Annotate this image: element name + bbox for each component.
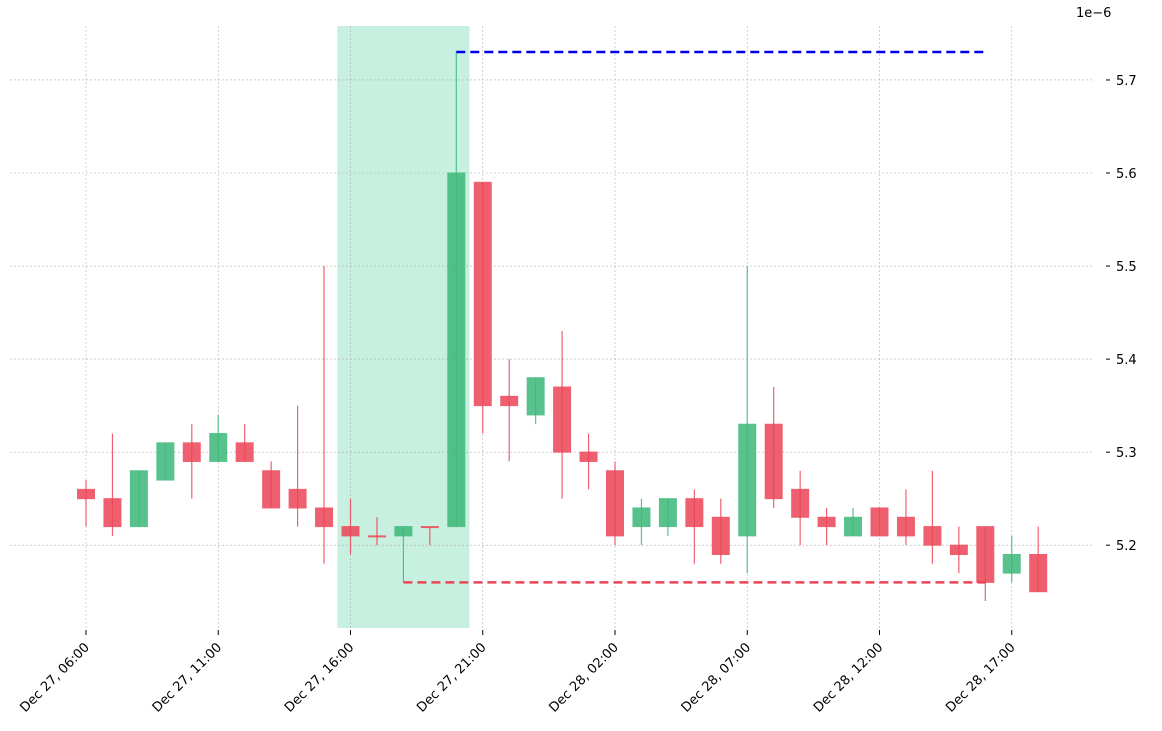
candle-body	[817, 516, 836, 528]
candle-body	[526, 377, 545, 416]
candle-body	[844, 516, 863, 537]
x-tick-label: Dec 28, 07:00	[679, 640, 754, 715]
candle-body	[156, 442, 175, 481]
y-tick-label: 5.4	[1116, 353, 1137, 368]
x-tick-label: Dec 28, 02:00	[546, 640, 621, 715]
candle-body	[209, 433, 228, 462]
candle-body	[103, 498, 122, 528]
x-tick-label: Dec 27, 16:00	[282, 640, 357, 715]
candle-body	[553, 386, 572, 453]
candle-body	[262, 470, 281, 509]
candle-body	[500, 395, 519, 407]
candle-body	[288, 488, 307, 509]
candle-body	[182, 442, 201, 462]
candle-body	[606, 470, 624, 537]
candle-body	[1029, 553, 1048, 593]
y-tick-label: 5.3	[1116, 446, 1137, 461]
y-tick-label: 5.6	[1116, 167, 1137, 182]
candle-body	[896, 516, 915, 537]
candle-body	[1002, 553, 1021, 574]
candle-body	[738, 423, 757, 537]
candle-body	[235, 442, 254, 462]
candle-body	[764, 423, 783, 500]
y-tick-label: 5.2	[1116, 539, 1137, 554]
candle-body	[341, 526, 360, 537]
x-tick-label: Dec 27, 06:00	[17, 640, 92, 715]
candle-body	[315, 507, 334, 528]
x-tick-label: Dec 28, 12:00	[811, 640, 886, 715]
candle-body	[394, 526, 413, 537]
candle-body	[870, 507, 889, 537]
candle-body	[923, 526, 942, 546]
candle-body	[367, 535, 386, 538]
candle-body	[579, 451, 598, 462]
candle-body	[447, 172, 466, 528]
candle-body	[658, 498, 677, 528]
candle-body	[473, 181, 492, 407]
candle-body	[976, 526, 995, 583]
candle-body	[420, 526, 439, 529]
candle-body	[77, 488, 95, 500]
candle-body	[711, 516, 730, 555]
candle-body	[685, 498, 704, 528]
candle-body	[632, 507, 651, 528]
y-tick-label: 5.5	[1116, 260, 1137, 275]
x-tick-label: Dec 28, 17:00	[943, 640, 1018, 715]
x-tick-label: Dec 27, 11:00	[150, 640, 225, 715]
y-tick-label: 5.7	[1116, 74, 1137, 89]
candle-body	[129, 470, 148, 528]
candle-body	[791, 488, 810, 518]
x-tick-label: Dec 27, 21:00	[414, 640, 489, 715]
offset-label: 1e−6	[1076, 6, 1111, 21]
candle-body	[949, 544, 968, 555]
